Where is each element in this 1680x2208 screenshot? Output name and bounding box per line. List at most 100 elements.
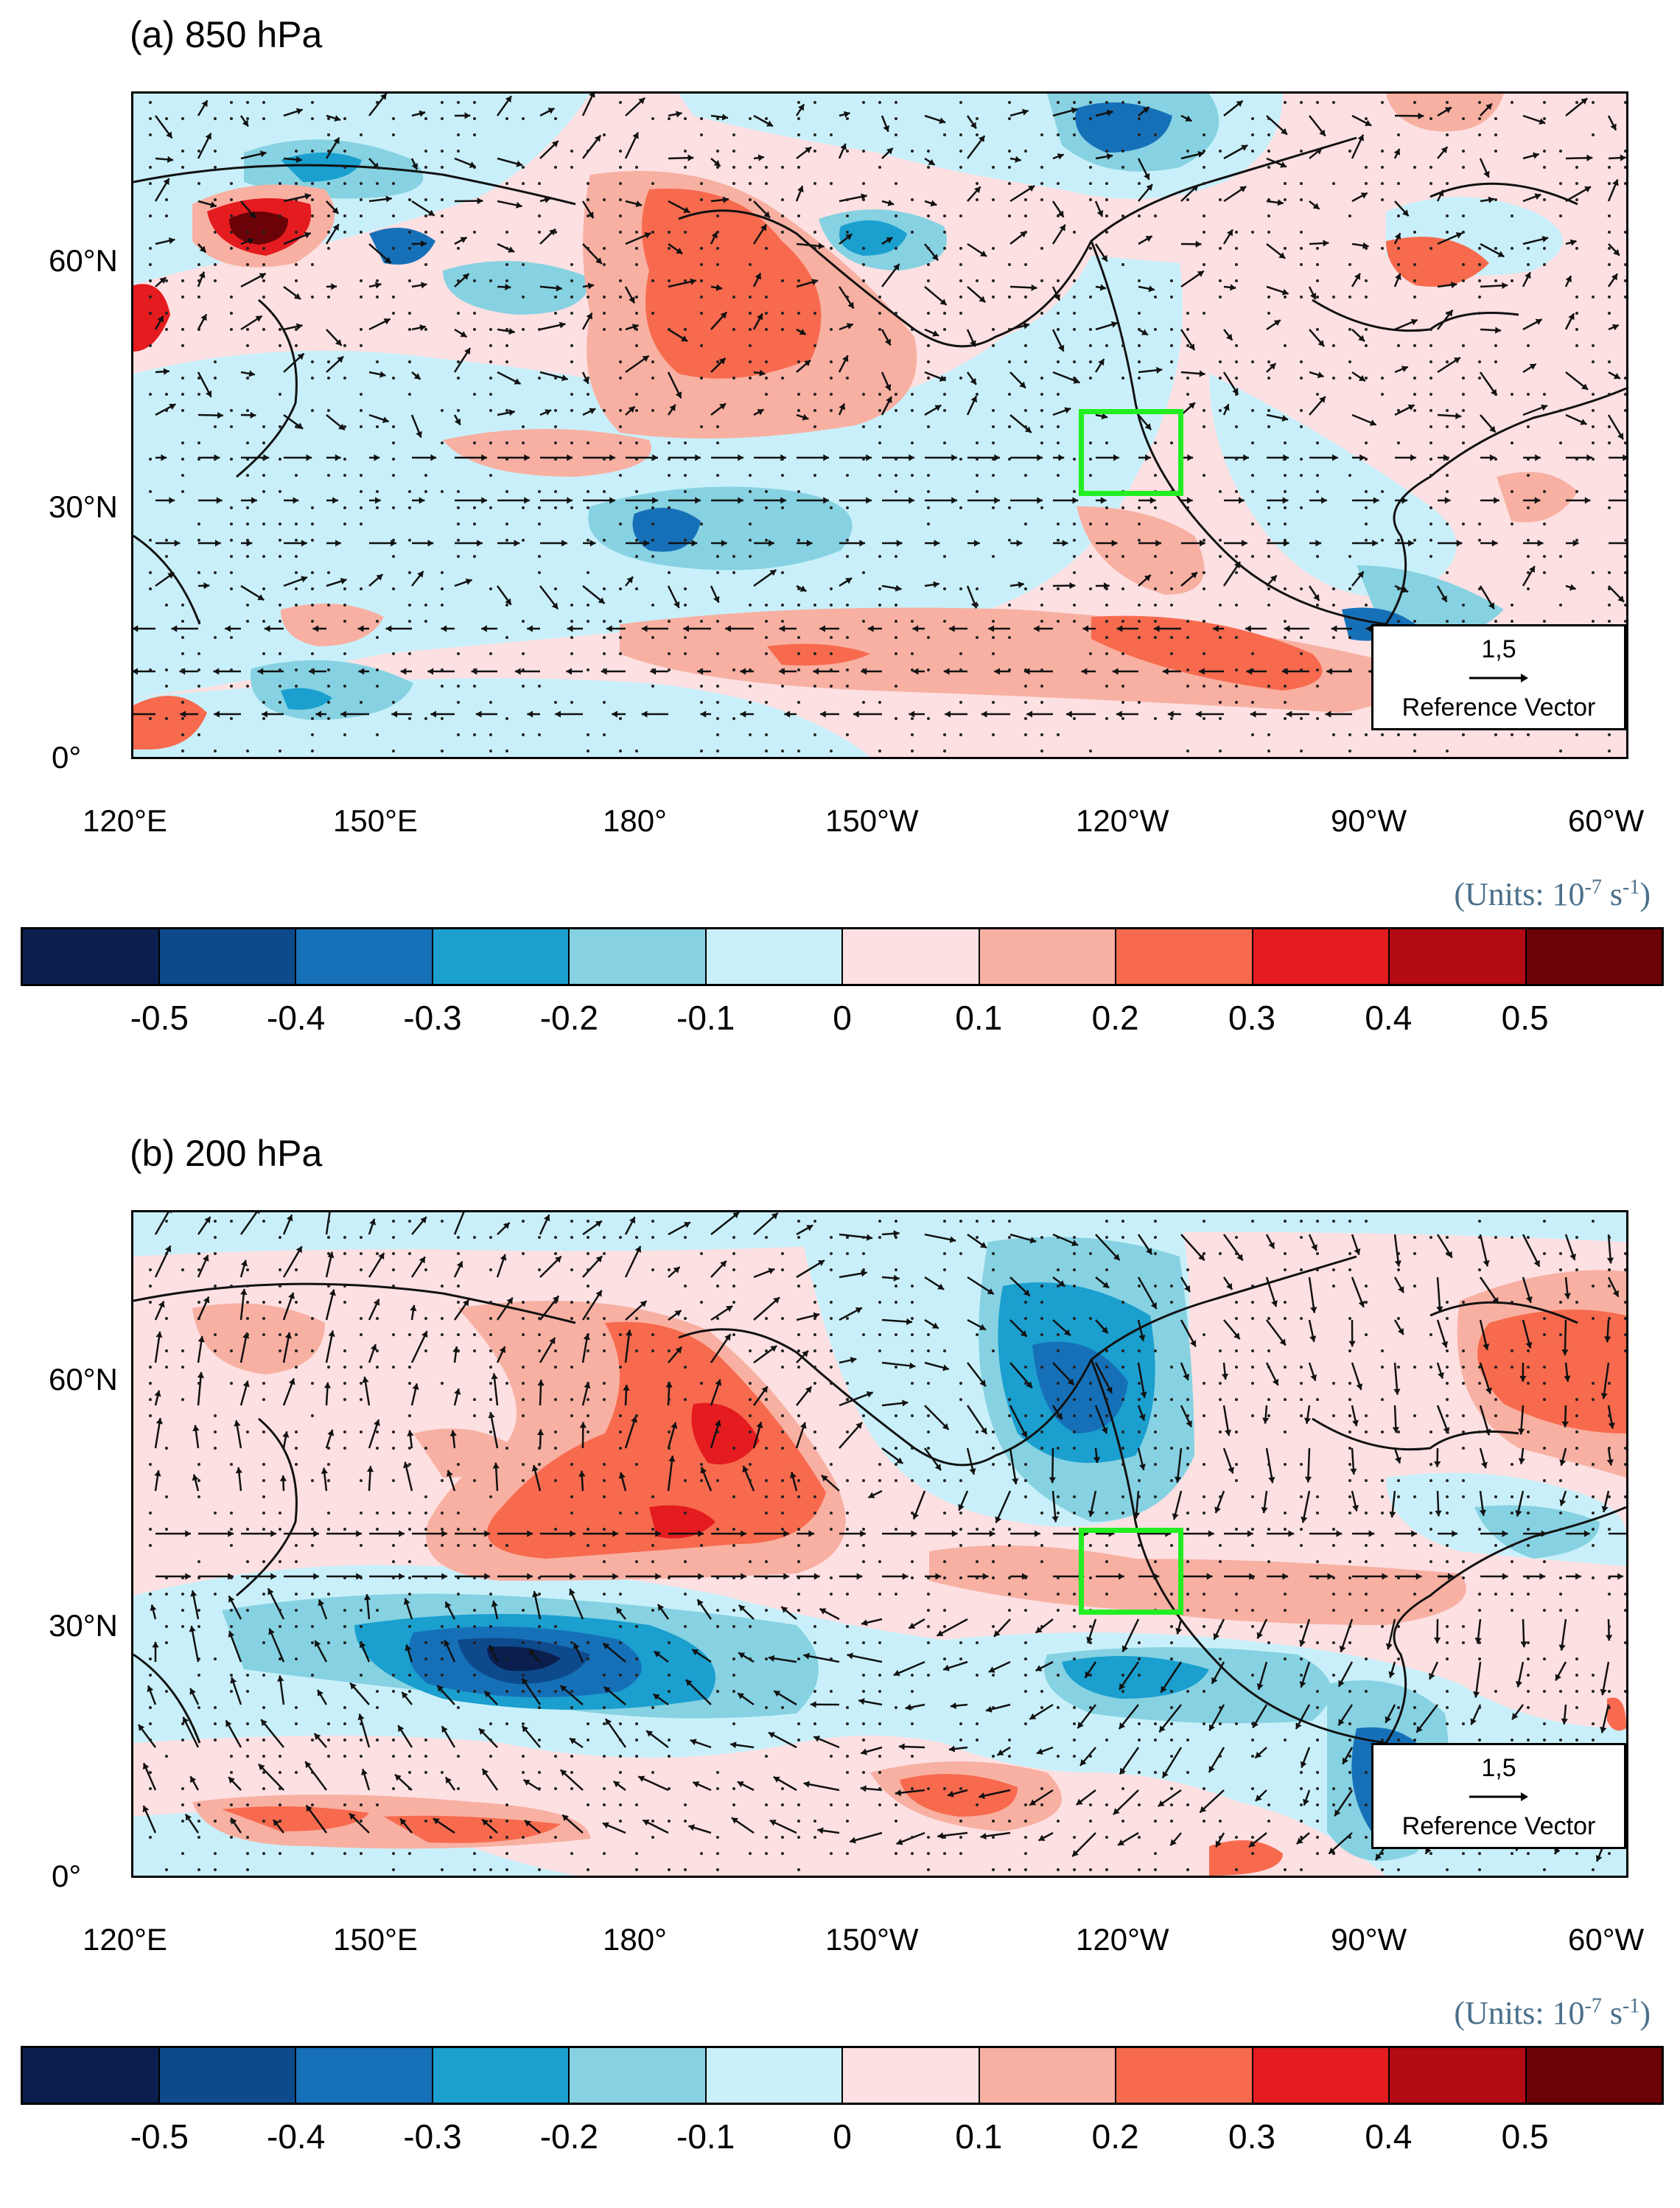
significance-dot — [246, 377, 249, 380]
significance-dot — [424, 1674, 427, 1677]
significance-dot — [311, 1593, 314, 1596]
significance-dot — [959, 1544, 962, 1547]
significance-dot — [992, 555, 995, 558]
significance-dot — [878, 328, 881, 331]
significance-dot — [813, 182, 816, 185]
significance-dot — [813, 652, 816, 655]
wind-vector-head — [410, 1304, 417, 1312]
significance-dot — [1267, 685, 1270, 688]
significance-dot — [732, 668, 735, 671]
significance-dot — [668, 668, 671, 671]
wind-vector-head — [683, 206, 690, 213]
significance-dot — [489, 1722, 492, 1725]
significance-dot — [732, 1447, 735, 1450]
wind-vector-head — [523, 1779, 531, 1786]
wind-vector-head — [1211, 1677, 1218, 1684]
significance-dot — [1024, 1495, 1027, 1498]
significance-dot — [1592, 344, 1595, 347]
significance-dot — [1057, 1674, 1060, 1677]
wind-vector-head — [720, 1260, 727, 1268]
wind-vector-head — [441, 1530, 447, 1537]
significance-dot — [505, 750, 508, 752]
significance-dot — [570, 393, 573, 396]
significance-dot — [684, 1560, 687, 1563]
wind-vector-head — [948, 1745, 956, 1753]
significance-dot — [1624, 1463, 1626, 1466]
significance-dot — [1462, 1301, 1465, 1304]
significance-dot — [830, 1236, 833, 1239]
significance-dot — [1413, 1690, 1416, 1693]
significance-dot — [1608, 166, 1611, 169]
significance-dot — [1057, 1495, 1060, 1498]
significance-dot — [668, 1576, 671, 1579]
significance-dot — [1348, 1641, 1351, 1644]
significance-dot — [457, 1285, 460, 1288]
significance-dot — [1413, 344, 1416, 347]
significance-dot — [587, 733, 589, 736]
significance-dot — [1138, 1479, 1141, 1482]
significance-dot — [1040, 198, 1043, 201]
wind-vector-head — [893, 1230, 900, 1237]
significance-dot — [246, 328, 249, 331]
wind-vector-head — [508, 246, 515, 253]
significance-dot — [1154, 1285, 1157, 1288]
significance-dot — [1057, 425, 1060, 428]
wind-vector-head — [527, 1573, 533, 1580]
significance-dot — [911, 1690, 914, 1693]
significance-dot — [1024, 523, 1027, 525]
significance-dot — [862, 1544, 865, 1547]
significance-dot — [473, 279, 476, 282]
significance-dot — [1332, 1285, 1335, 1288]
wind-vector-head — [1062, 539, 1068, 547]
significance-dot — [181, 490, 184, 493]
wind-vector-head — [931, 1322, 939, 1329]
wind-vector-head — [641, 625, 648, 632]
panel-b-field — [133, 1212, 1626, 1876]
wind-vector-head — [886, 147, 893, 155]
significance-dot — [1300, 1268, 1303, 1271]
wind-vector-head — [356, 1573, 362, 1580]
wind-vector-head — [1253, 1721, 1259, 1728]
wind-vector-head — [157, 315, 164, 323]
significance-dot — [684, 1236, 687, 1239]
significance-dot — [992, 1268, 995, 1271]
significance-dot — [1446, 1512, 1449, 1514]
significance-dot — [1203, 1690, 1205, 1693]
significance-dot — [830, 1366, 833, 1369]
significance-dot — [1575, 1301, 1578, 1304]
wind-vector-head — [1167, 710, 1174, 718]
significance-dot — [1170, 1722, 1173, 1725]
wind-vector-head — [618, 1472, 626, 1479]
significance-dot — [376, 1706, 379, 1709]
significance-dot — [603, 328, 606, 331]
significance-dot — [1121, 1430, 1124, 1433]
significance-dot — [911, 1317, 914, 1320]
significance-dot — [327, 1512, 330, 1514]
significance-dot — [651, 1495, 654, 1498]
wind-vector-head — [1016, 539, 1023, 547]
significance-dot — [1154, 1430, 1157, 1433]
significance-dot — [1235, 279, 1238, 282]
significance-dot — [1170, 1706, 1173, 1709]
wind-vector-head — [1438, 1372, 1444, 1379]
significance-dot — [1154, 1236, 1157, 1239]
significance-dot — [457, 1593, 460, 1596]
wind-vector — [1340, 1618, 1354, 1653]
significance-dot — [1300, 182, 1303, 185]
significance-dot — [635, 750, 638, 752]
significance-dot — [1186, 1593, 1189, 1596]
significance-dot — [1121, 150, 1124, 153]
significance-dot — [684, 652, 687, 655]
wind-vector — [1161, 1747, 1183, 1778]
wind-vector-head — [1282, 497, 1289, 504]
wind-vector-head — [555, 710, 561, 718]
wind-vector-head — [1200, 539, 1205, 547]
wind-vector-head — [1146, 184, 1153, 191]
wind-vector-head — [1158, 1800, 1165, 1806]
wind-vector-head — [616, 1607, 623, 1615]
wind-vector-head — [970, 122, 976, 129]
wind-vector-head — [295, 323, 303, 330]
wind-vector-head — [1456, 539, 1463, 547]
wind-vector-head — [731, 1817, 738, 1824]
significance-dot — [181, 1593, 184, 1596]
